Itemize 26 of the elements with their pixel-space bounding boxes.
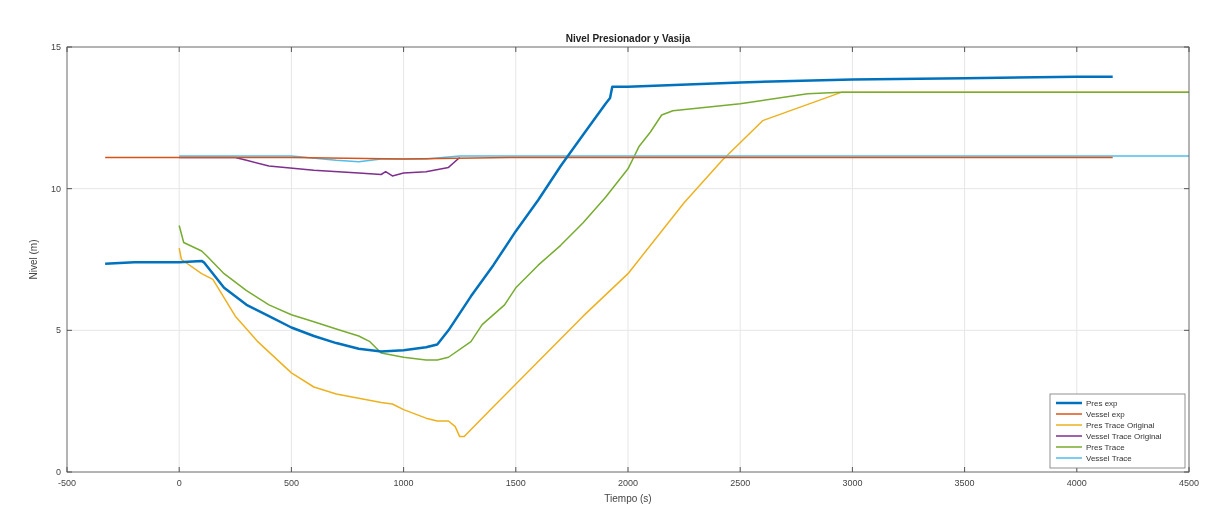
x-tick-label: 2000 xyxy=(617,478,639,488)
y-tick-label: 10 xyxy=(50,183,61,194)
chart-title: Nivel Presionador y Vasija xyxy=(565,33,691,44)
legend-label: Vessel Trace Original xyxy=(1086,432,1162,441)
legend-label: Pres Trace Original xyxy=(1086,421,1155,430)
line-series xyxy=(178,91,1190,361)
legend-label: Pres exp xyxy=(1086,399,1119,408)
legend-label: Vessel Trace xyxy=(1086,454,1133,463)
x-tick-label: 1000 xyxy=(393,478,414,488)
y-tick-label: 5 xyxy=(55,325,61,336)
x-tick-label: -500 xyxy=(57,478,77,488)
y-axis-title: Nivel (m) xyxy=(28,239,39,280)
x-tick-label: 3500 xyxy=(954,478,975,488)
x-tick-label: 2500 xyxy=(730,478,751,488)
x-tick-label: 0 xyxy=(176,478,182,488)
legend-label: Pres Trace xyxy=(1086,443,1126,452)
legend-label: Vessel exp xyxy=(1086,410,1126,419)
x-tick-label: 3000 xyxy=(842,478,863,488)
y-tick-label: 0 xyxy=(55,467,61,477)
line-series xyxy=(103,75,1114,353)
y-tick-label: 15 xyxy=(50,42,61,52)
x-axis-title: Tiempo (s) xyxy=(604,493,652,504)
x-tick-label: 4500 xyxy=(1178,478,1200,488)
x-tick-label: 4000 xyxy=(1066,478,1087,488)
x-tick-label: 1500 xyxy=(505,478,526,488)
x-tick-label: 500 xyxy=(283,478,299,488)
